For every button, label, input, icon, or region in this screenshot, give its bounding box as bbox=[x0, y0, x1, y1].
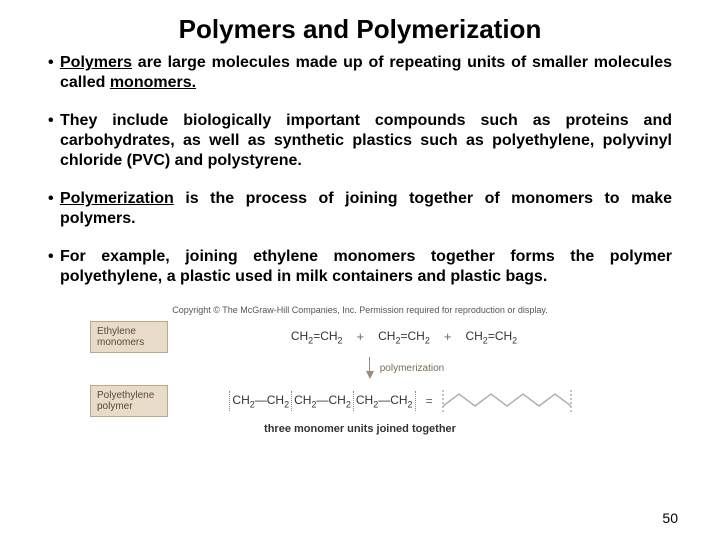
chain-unit-3: CH2—CH2 bbox=[356, 393, 413, 409]
polymer-chain: CH2—CH2 CH2—CH2 CH2—CH2 = bbox=[178, 386, 630, 416]
chain-sep-icon bbox=[291, 391, 292, 411]
bullet-1: Polymers are large molecules made up of … bbox=[48, 53, 672, 93]
chain-start-icon bbox=[229, 391, 230, 411]
polymerization-diagram: Copyright © The McGraw-Hill Companies, I… bbox=[90, 305, 630, 435]
plus-2: + bbox=[444, 329, 452, 344]
copyright-text: Copyright © The McGraw-Hill Companies, I… bbox=[90, 305, 630, 315]
zigzag-structure-icon bbox=[441, 386, 581, 416]
chain-unit-2: CH2—CH2 bbox=[294, 393, 351, 409]
equals-sign: = bbox=[426, 394, 433, 408]
arrow-row: polymerization bbox=[180, 357, 630, 379]
polymer-label: Polyethylene polymer bbox=[90, 385, 168, 417]
arrow-label: polymerization bbox=[380, 363, 444, 374]
term-polymerization: Polymerization bbox=[60, 190, 174, 207]
monomer-2: CH2=CH2 bbox=[378, 329, 430, 345]
term-monomers: monomers. bbox=[110, 74, 196, 91]
bullet-3: Polymerization is the process of joining… bbox=[48, 189, 672, 229]
bullet-list: Polymers are large molecules made up of … bbox=[0, 53, 720, 287]
down-arrow-icon bbox=[366, 357, 374, 379]
monomer-formulas: CH2=CH2 + CH2=CH2 + CH2=CH2 bbox=[178, 329, 630, 345]
monomer-label: Ethylene monomers bbox=[90, 321, 168, 353]
page-title: Polymers and Polymerization bbox=[0, 0, 720, 53]
diagram-caption: three monomer units joined together bbox=[90, 423, 630, 435]
monomer-row: Ethylene monomers CH2=CH2 + CH2=CH2 + CH… bbox=[90, 321, 630, 353]
bullet-4: For example, joining ethylene monomers t… bbox=[48, 247, 672, 287]
plus-1: + bbox=[357, 329, 365, 344]
chain-end-icon bbox=[415, 391, 416, 411]
bullet-2: They include biologically important comp… bbox=[48, 111, 672, 171]
term-polymers: Polymers bbox=[60, 54, 132, 71]
page-number: 50 bbox=[662, 510, 678, 526]
monomer-3: CH2=CH2 bbox=[465, 329, 517, 345]
chain-unit-1: CH2—CH2 bbox=[232, 393, 289, 409]
chain-sep-icon bbox=[353, 391, 354, 411]
monomer-1: CH2=CH2 bbox=[291, 329, 343, 345]
polymer-row: Polyethylene polymer CH2—CH2 CH2—CH2 CH2… bbox=[90, 385, 630, 417]
